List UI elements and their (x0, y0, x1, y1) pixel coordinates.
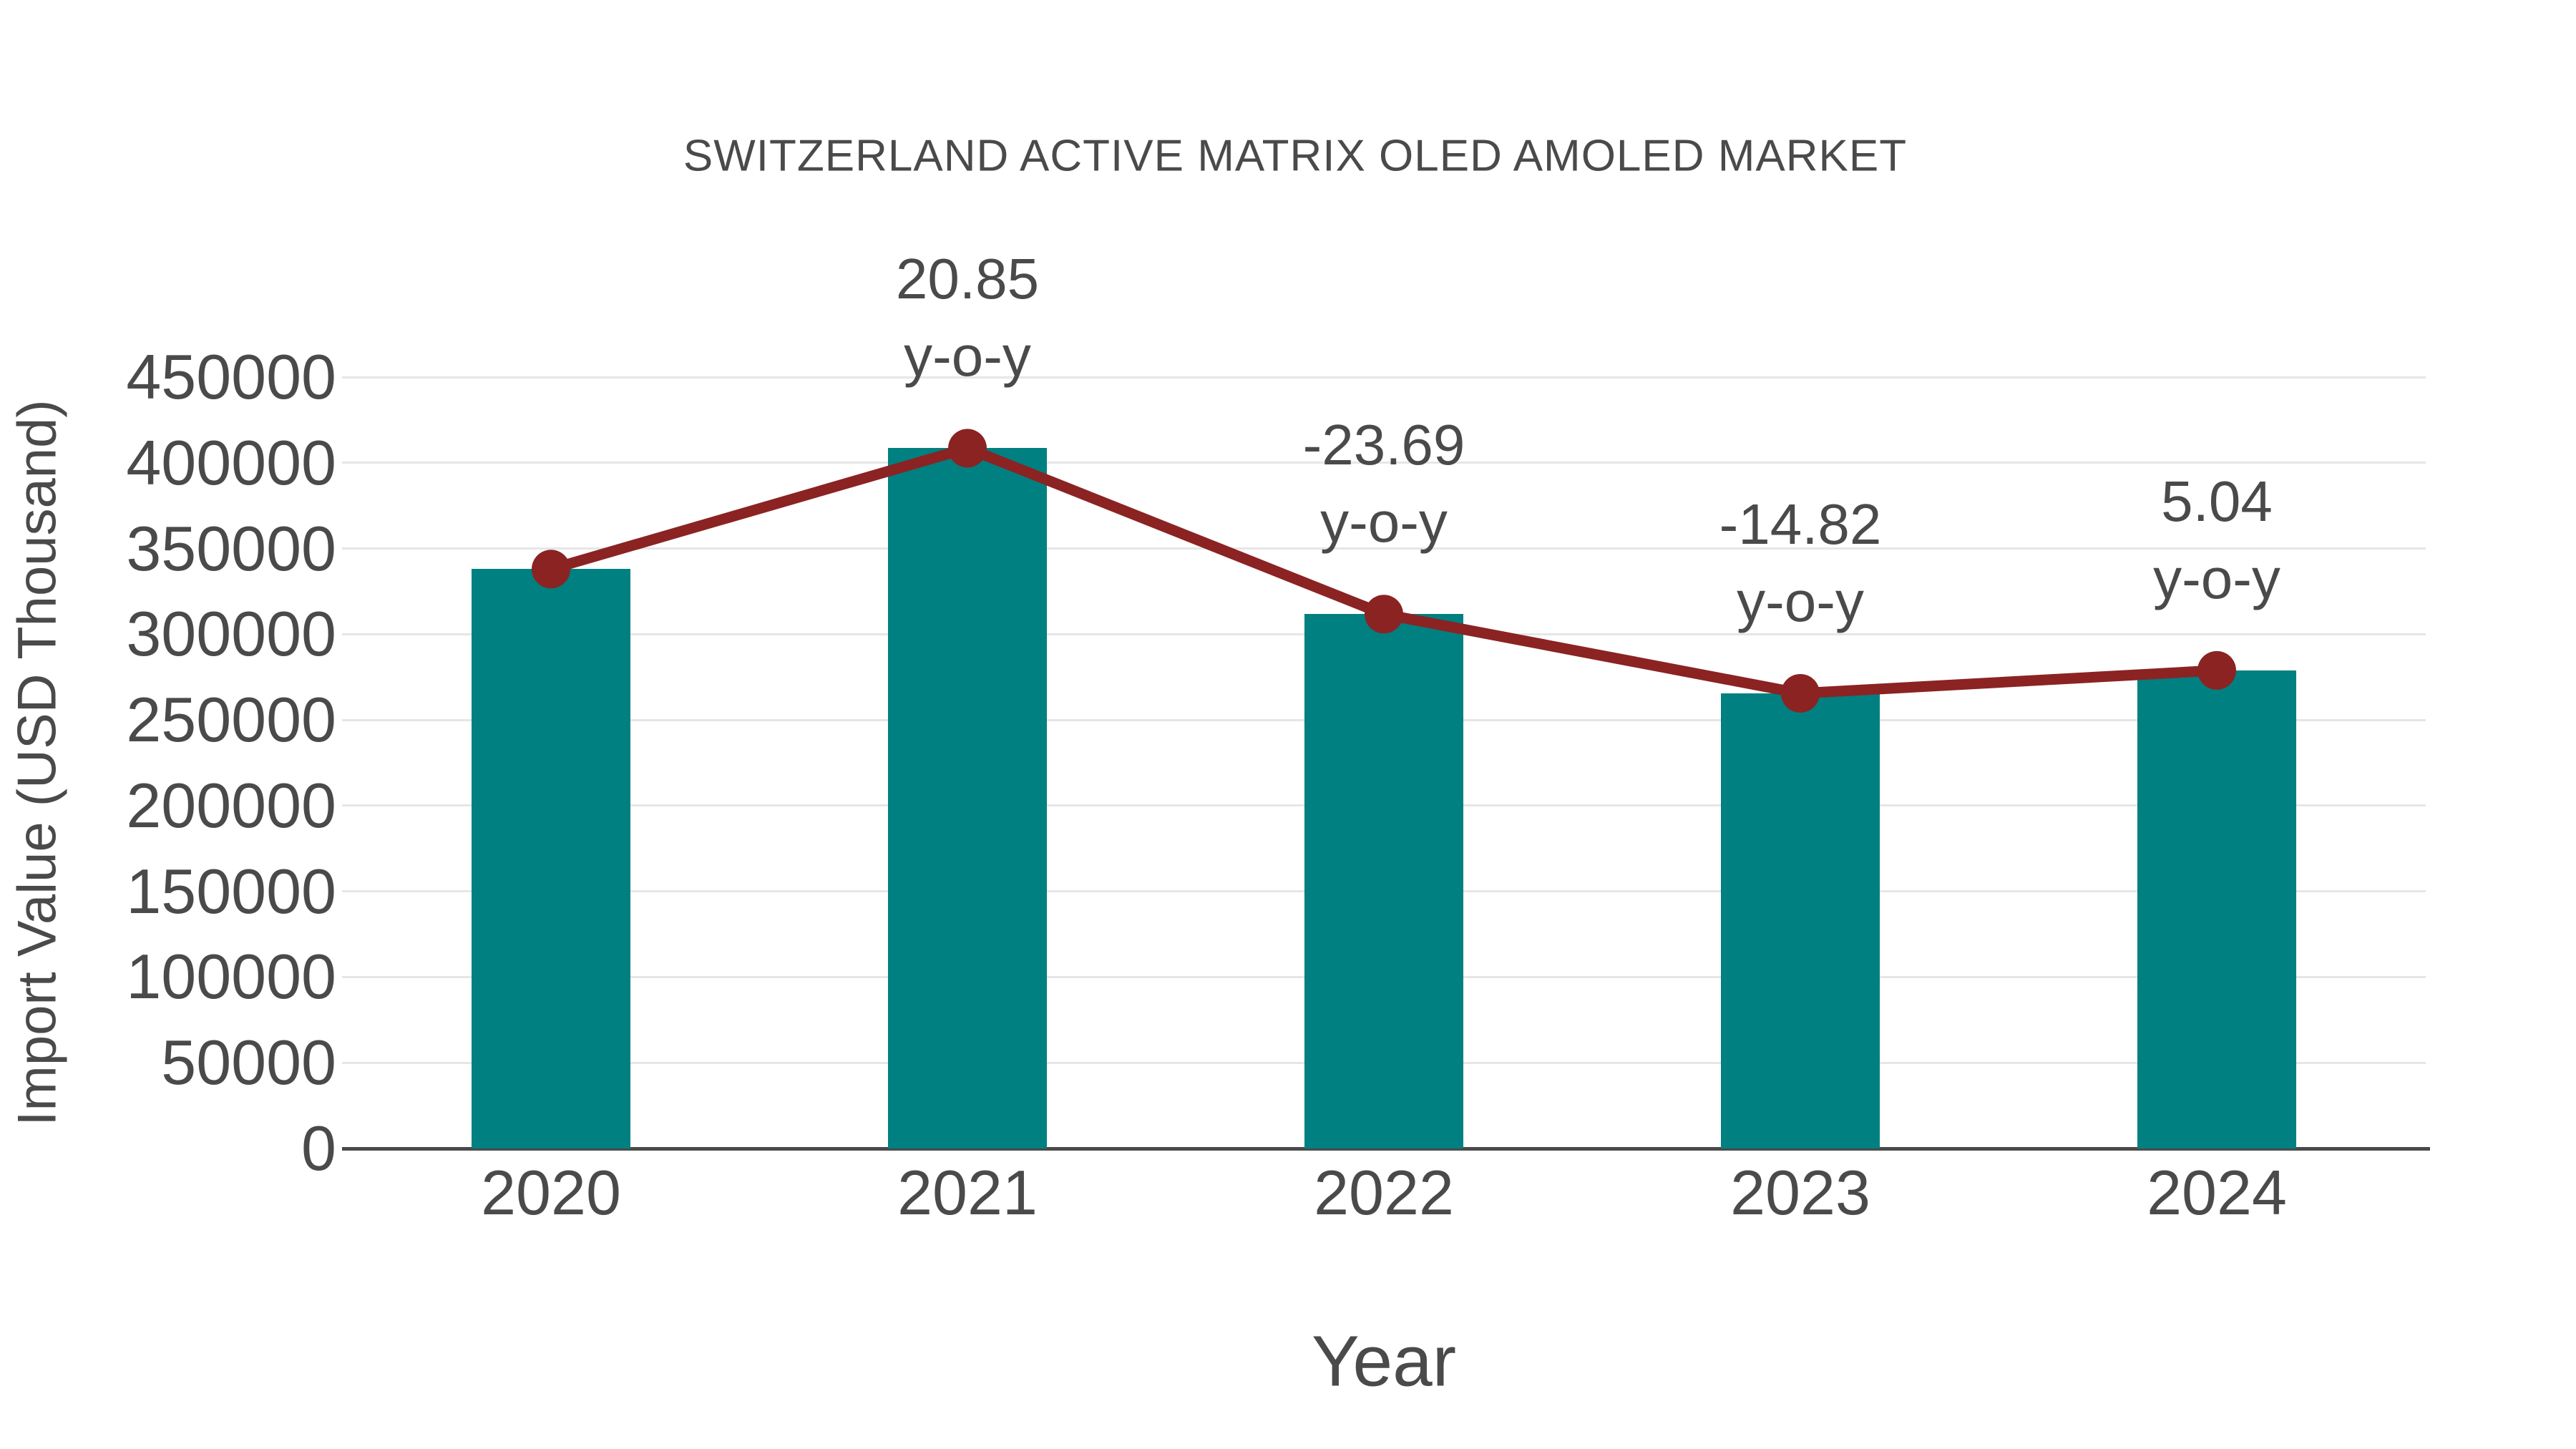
annotation-value: -23.69 (1302, 413, 1465, 477)
bar-2020 (472, 569, 630, 1148)
y-tick-label: 200000 (126, 769, 336, 841)
y-tick-label: 450000 (126, 341, 336, 412)
y-tick-label: 100000 (126, 941, 336, 1013)
x-tick-label: 2020 (481, 1157, 621, 1228)
x-tick-label: 2021 (897, 1157, 1038, 1228)
chart-title: SWITZERLAND ACTIVE MATRIX OLED AMOLED MA… (683, 131, 1908, 181)
bar-2024 (2137, 670, 2296, 1148)
annotation-value: -14.82 (1719, 492, 1882, 556)
y-tick-label: 300000 (126, 598, 336, 670)
bar-2021 (888, 448, 1047, 1148)
annotation-value: 5.04 (2161, 469, 2273, 533)
x-tick-label: 2023 (1730, 1157, 1870, 1228)
x-axis-line (342, 1147, 2430, 1151)
y-tick-label: 0 (301, 1113, 336, 1184)
gridline (342, 376, 2426, 379)
bar-2022 (1304, 614, 1463, 1148)
annotation-value: 20.85 (895, 247, 1040, 311)
bar-2023 (1721, 693, 1880, 1148)
y-tick-label: 150000 (126, 855, 336, 927)
y-tick-label: 250000 (126, 684, 336, 756)
y-tick-label: 50000 (161, 1027, 336, 1098)
annotation-yoy-label: y-o-y (1737, 569, 1864, 633)
x-tick-label: 2022 (1314, 1157, 1454, 1228)
y-axis-title: Import Value (USD Thousand) (6, 399, 68, 1126)
x-axis-title: Year (1311, 1321, 1457, 1402)
annotation-yoy-label: y-o-y (904, 324, 1031, 389)
y-tick-label: 400000 (126, 426, 336, 498)
x-tick-label: 2024 (2147, 1157, 2287, 1228)
y-tick-label: 350000 (126, 512, 336, 584)
annotation-yoy-label: y-o-y (2153, 546, 2280, 610)
annotation-yoy-label: y-o-y (1320, 490, 1448, 555)
